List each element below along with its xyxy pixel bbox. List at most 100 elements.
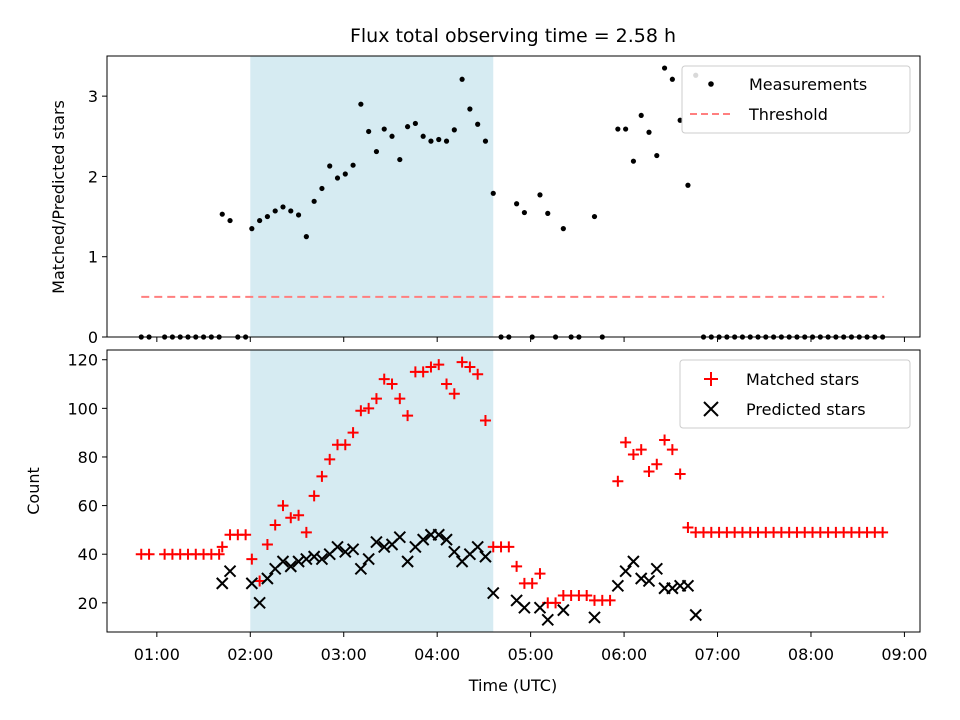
- matched-star-point: [240, 529, 252, 541]
- matched-star-point: [324, 453, 336, 465]
- bottom-panel-ticks: 20 40 60 80 100 120 01:00 02:00 03:00 04:00 05:00 0…: [67, 351, 927, 664]
- matched-star-point: [300, 526, 312, 538]
- matched-star-point: [261, 538, 273, 550]
- measurement-point: [227, 217, 233, 224]
- matched-star-point: [643, 466, 655, 478]
- measurement-point: [475, 121, 481, 127]
- matched-star-point: [627, 449, 639, 461]
- predicted-star-point: [619, 565, 632, 578]
- matched-star-point: [503, 541, 515, 553]
- matched-star-point: [293, 509, 305, 521]
- matched-star-point: [394, 393, 406, 405]
- measurement-point: [537, 192, 543, 198]
- predicted-star-point: [448, 545, 461, 558]
- predicted-star-point: [370, 535, 383, 549]
- matched-star-point: [682, 521, 694, 533]
- matched-star-point: [441, 378, 453, 390]
- legend-predicted-marker: [703, 401, 719, 417]
- matched-star-point: [347, 427, 359, 439]
- matched-star-point: [472, 368, 484, 380]
- x-tick-label: 04:00: [414, 645, 460, 664]
- predicted-star-point: [666, 582, 679, 595]
- top-legend-box: [681, 65, 911, 134]
- measurement-point: [303, 234, 309, 240]
- legend-threshold-label: Threshold: [748, 105, 828, 124]
- measurement-point: [591, 213, 598, 220]
- bottom-panel-frame: [106, 349, 921, 633]
- matched-star-point: [417, 366, 429, 378]
- matched-star-point: [277, 500, 289, 512]
- matched-star-point: [674, 468, 686, 480]
- measurement-point: [443, 138, 450, 144]
- measurement-point: [685, 182, 691, 188]
- matched-star-point: [877, 526, 889, 538]
- top-y-tick-label: 0: [88, 328, 98, 347]
- matched-star-point: [456, 356, 468, 368]
- predicted-star-point: [354, 562, 368, 576]
- predicted-star-point: [253, 596, 266, 610]
- measurement-point: [272, 208, 278, 214]
- predicted-star-point: [518, 601, 531, 614]
- legend-predicted-label: Predicted stars: [746, 400, 866, 419]
- measurement-point: [397, 156, 403, 163]
- matched-star-point: [370, 393, 382, 405]
- x-tick-label: 02:00: [227, 645, 273, 664]
- matched-star-point: [269, 519, 281, 531]
- measurement-point: [669, 76, 675, 82]
- measurement-point: [342, 171, 348, 177]
- measurement-point: [295, 212, 302, 218]
- matched-star-point: [378, 373, 390, 385]
- measurement-point: [404, 124, 411, 130]
- predicted-star-point: [650, 562, 663, 576]
- legend-matched-label: Matched stars: [746, 370, 859, 389]
- predicted-star-point: [362, 552, 375, 566]
- matched-star-point: [635, 444, 647, 456]
- bottom-legend: Matched stars Predicted stars: [679, 359, 911, 429]
- measurement-point: [412, 120, 418, 127]
- matched-star-point: [651, 458, 663, 470]
- measurement-point: [482, 138, 489, 144]
- bottom-y-tick-label: 120: [67, 351, 98, 370]
- bottom-y-tick-label: 60: [78, 497, 98, 516]
- matched-star-point: [433, 359, 445, 371]
- measurement-point: [373, 148, 380, 155]
- top-y-axis-label: Matched/Predicted stars: [49, 100, 68, 294]
- predicted-star-point: [416, 533, 430, 546]
- measurement-point: [264, 213, 271, 220]
- matched-star-point: [246, 553, 258, 565]
- bottom-legend-box: [679, 359, 911, 429]
- predicted-star-point: [487, 586, 500, 600]
- matched-star-point: [604, 594, 616, 606]
- measurement-point: [257, 217, 263, 224]
- measurement-point: [249, 226, 255, 232]
- predicted-star-point: [346, 543, 360, 556]
- predicted-star-point: [432, 528, 445, 541]
- measurement-point: [420, 133, 426, 139]
- matched-star-point: [355, 405, 367, 417]
- predicted-star-point: [284, 560, 297, 573]
- matched-star-point: [448, 388, 460, 400]
- predicted-star-point: [642, 574, 656, 588]
- predicted-star-point: [401, 555, 414, 568]
- measurement-point: [428, 138, 434, 144]
- measurement-point: [646, 129, 652, 135]
- measurement-point: [436, 136, 442, 143]
- legend-matched-marker: [704, 372, 718, 386]
- legend-measurements-marker: [708, 81, 714, 87]
- matched-star-point: [425, 361, 437, 373]
- matched-star-point: [620, 436, 632, 448]
- matched-star-point: [363, 402, 375, 414]
- matched-star-point: [666, 444, 678, 456]
- predicted-star-point: [635, 572, 648, 585]
- chart-title: Flux total observing time = 2.58 h: [350, 25, 676, 47]
- x-tick-label: 01:00: [134, 645, 180, 664]
- measurement-point: [467, 106, 473, 112]
- matched-star-point: [464, 361, 476, 373]
- predicted-star-point: [223, 565, 237, 578]
- top-panel: 0 1 2 3 Matched/Predicted stars Measurement…: [49, 55, 921, 347]
- x-tick-label: 03:00: [321, 645, 367, 664]
- measurement-point: [638, 112, 644, 119]
- bottom-panel-marks: [135, 356, 889, 627]
- matched-star-point: [285, 512, 297, 524]
